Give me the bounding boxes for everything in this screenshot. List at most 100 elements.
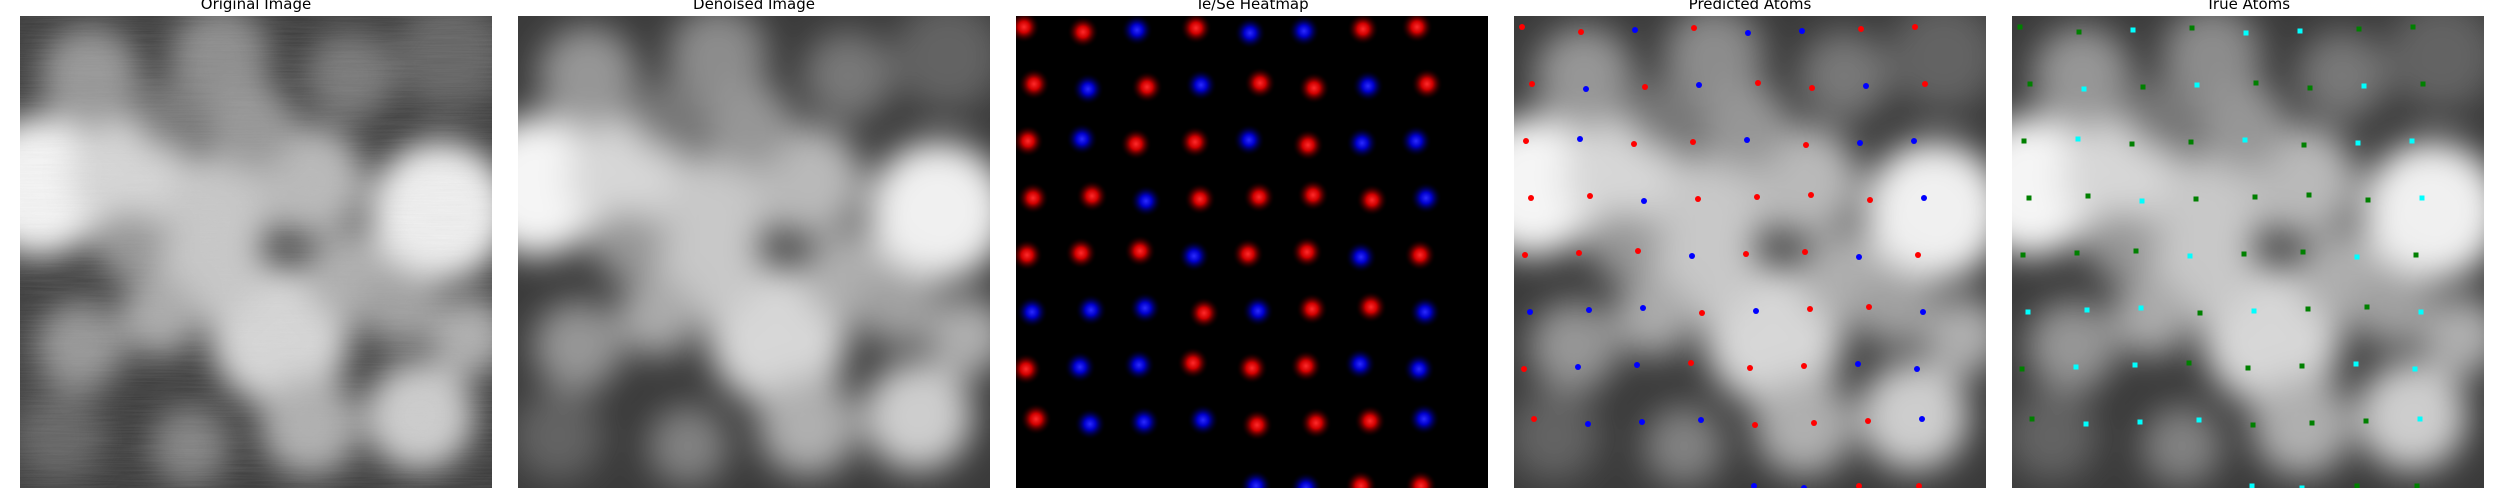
true-te-marker xyxy=(2300,249,2306,255)
se-heat-spot xyxy=(1344,348,1376,380)
true-te-marker xyxy=(2309,420,2315,426)
te-heat-spot xyxy=(1179,126,1211,158)
intensity-blob xyxy=(2127,81,2197,151)
true-se-marker xyxy=(2194,82,2200,88)
true-te-marker xyxy=(2241,251,2247,257)
true-te-marker xyxy=(2076,29,2082,35)
true-te-marker xyxy=(2189,25,2195,31)
true-se-marker xyxy=(2139,198,2145,204)
true-te-marker xyxy=(2305,306,2311,312)
se-heat-spot xyxy=(1121,16,1153,46)
true-se-marker xyxy=(2073,364,2079,370)
intensity-blob xyxy=(2357,361,2467,471)
true-se-marker xyxy=(2187,253,2193,259)
predicted-te-marker xyxy=(1521,366,1527,372)
intensity-blob xyxy=(1629,81,1699,151)
denoised-image xyxy=(518,16,990,488)
intensity-blob xyxy=(893,16,990,111)
te-heat-spot xyxy=(1184,183,1216,215)
te-heat-spot xyxy=(1401,16,1433,43)
true-te-marker xyxy=(2413,252,2419,258)
true-te-marker xyxy=(2133,248,2139,254)
se-heat-spot xyxy=(1234,17,1266,49)
se-heat-spot xyxy=(1233,124,1265,156)
predicted-te-marker xyxy=(1529,81,1535,87)
se-heat-spot xyxy=(1409,296,1441,328)
predicted-te-marker xyxy=(1802,249,1808,255)
intensity-blob xyxy=(1859,361,1969,471)
predicted-se-marker xyxy=(1527,309,1533,315)
te-heat-spot xyxy=(1016,16,1040,43)
predicted-te-marker xyxy=(1811,420,1817,426)
predicted-se-marker xyxy=(1863,83,1869,89)
predicted-se-marker xyxy=(1911,138,1917,144)
se-heat-spot xyxy=(1185,69,1217,101)
se-heat-spot xyxy=(1345,241,1377,273)
predicted-se-marker xyxy=(1583,86,1589,92)
predicted-se-marker xyxy=(1639,419,1645,425)
predicted-atoms-image xyxy=(1514,16,1986,488)
te-heat-spot xyxy=(1067,16,1099,48)
se-heat-spot xyxy=(1064,351,1096,383)
te-heat-spot xyxy=(1244,67,1276,99)
true-se-marker xyxy=(2299,485,2305,488)
te-heat-spot xyxy=(1345,470,1377,488)
true-te-marker xyxy=(2188,139,2194,145)
te-heat-spot xyxy=(1404,239,1436,271)
predicted-se-marker xyxy=(1751,483,1757,488)
predicted-te-marker xyxy=(1576,250,1582,256)
true-te-marker xyxy=(2020,252,2026,258)
true-te-marker xyxy=(2129,141,2135,147)
te-se-heatmap xyxy=(1016,16,1488,488)
predicted-te-marker xyxy=(1519,24,1525,30)
te-heat-spot xyxy=(1016,353,1042,385)
true-se-marker xyxy=(2419,195,2425,201)
predicted-te-marker xyxy=(1754,194,1760,200)
predicted-te-marker xyxy=(1743,251,1749,257)
predicted-te-marker xyxy=(1801,363,1807,369)
true-se-marker xyxy=(2249,483,2255,488)
intensity-blob xyxy=(1924,296,1986,376)
intensity-blob xyxy=(2197,81,2287,171)
te-heat-spot xyxy=(1298,72,1330,104)
predicted-se-marker xyxy=(1698,417,1704,423)
predicted-se-marker xyxy=(1920,309,1926,315)
te-heat-spot xyxy=(1347,16,1379,45)
intensity-blob xyxy=(2252,376,2352,476)
se-heat-spot xyxy=(1178,240,1210,272)
intensity-blob xyxy=(518,391,603,481)
intensity-blob xyxy=(863,361,973,471)
intensity-blob xyxy=(1864,141,1986,281)
intensity-blob xyxy=(868,141,990,281)
predicted-te-marker xyxy=(1691,25,1697,31)
true-te-marker xyxy=(2252,194,2258,200)
true-se-marker xyxy=(2130,27,2136,33)
intensity-blob xyxy=(2012,391,2097,481)
true-te-marker xyxy=(2253,80,2259,86)
true-te-marker xyxy=(2026,195,2032,201)
intensity-blob xyxy=(2422,296,2484,376)
se-heat-spot xyxy=(1288,16,1320,47)
true-te-marker xyxy=(2414,483,2420,488)
intensity-blob xyxy=(2297,31,2387,121)
intensity-blob xyxy=(2362,141,2484,281)
predicted-te-marker xyxy=(1809,85,1815,91)
true-te-marker xyxy=(2140,84,2146,90)
se-heat-spot xyxy=(1130,185,1162,217)
se-heat-spot xyxy=(1242,295,1274,327)
true-se-marker xyxy=(2075,136,2081,142)
predicted-se-marker xyxy=(1634,362,1640,368)
intensity-blob xyxy=(1889,16,1986,111)
te-heat-spot xyxy=(1355,291,1387,323)
true-se-marker xyxy=(2418,309,2424,315)
true-te-marker xyxy=(2365,197,2371,203)
intensity-blob xyxy=(633,81,703,151)
true-te-marker xyxy=(2420,81,2426,87)
panel-denoised: Denoised Image xyxy=(518,0,990,500)
true-se-marker xyxy=(2409,138,2415,144)
te-heat-spot xyxy=(1405,470,1437,488)
true-se-marker xyxy=(2355,140,2361,146)
true-te-marker xyxy=(2354,483,2360,488)
se-heat-spot xyxy=(1074,408,1106,440)
predicted-te-marker xyxy=(1856,483,1862,488)
